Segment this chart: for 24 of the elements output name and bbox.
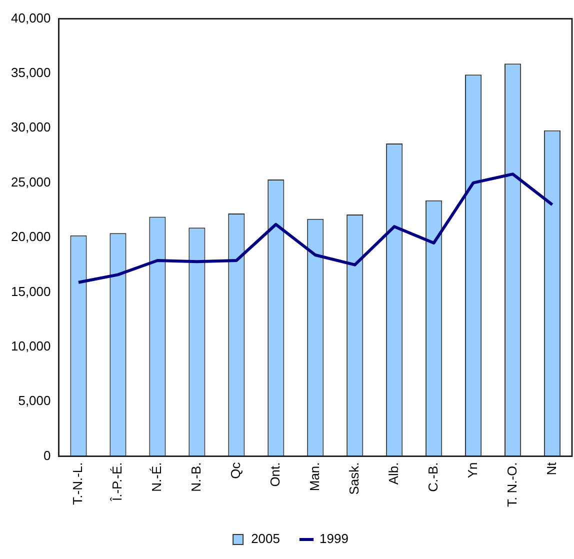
x-tick-label: Ont. [267, 462, 282, 487]
x-tick-label: Î.-P.-É. [110, 462, 125, 502]
y-tick-label: 30,000 [10, 120, 51, 135]
x-tick-label: Man. [306, 462, 322, 492]
x-tick-label: Nt [544, 462, 559, 476]
x-tick-label: T.-N.-L. [70, 462, 86, 505]
y-tick-label: 25,000 [10, 174, 51, 190]
x-tick-label: N.-B. [188, 462, 204, 492]
x-tick-label: N.-É. [149, 462, 164, 492]
legend-label: 1999 [320, 531, 348, 546]
legend-label: 2005 [251, 531, 280, 546]
x-tick-label: C.-B. [425, 462, 440, 492]
x-tick-label: Qc [228, 462, 243, 479]
x-tick-label: Sask. [346, 462, 362, 495]
y-tick-label: 0 [44, 448, 51, 463]
y-tick-label: 40,000 [10, 10, 51, 26]
x-tick-label: T. N.-O. [504, 462, 520, 508]
x-tick-label: Alb. [386, 462, 401, 485]
y-tick-label: 35,000 [10, 65, 51, 80]
x-tick-label: Yn [464, 462, 480, 478]
y-tick-label: 20,000 [10, 229, 51, 244]
y-tick-label: 5,000 [18, 393, 51, 408]
y-tick-label: 15,000 [10, 284, 51, 299]
y-tick-label: 10,000 [10, 338, 51, 354]
